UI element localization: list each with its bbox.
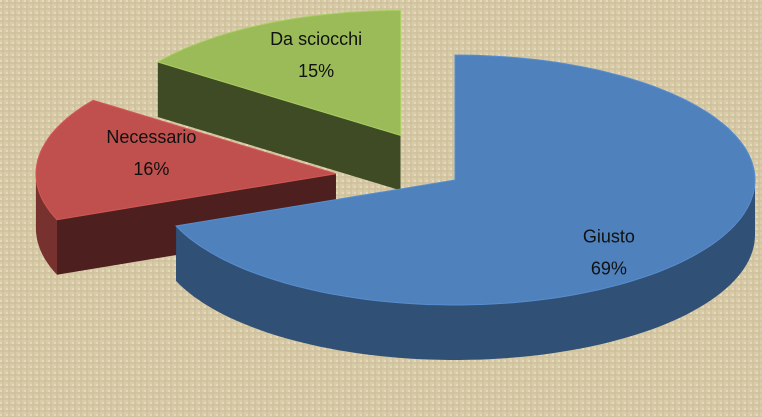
slice-label: Da sciocchi: [270, 29, 362, 49]
slice-side: [176, 180, 756, 360]
slice: [35, 99, 337, 221]
slice-side: [157, 62, 401, 191]
slice: [156, 9, 401, 137]
slice: Da sciocchi 15%: [156, 9, 401, 191]
slice-value-label: 16%: [133, 159, 169, 179]
slice-label: Necessario: [106, 127, 196, 147]
slice: [175, 54, 756, 306]
slice-value-label: 15%: [298, 61, 334, 81]
slice-value-label: 69%: [591, 258, 627, 278]
slice: Giusto 69%: [175, 54, 756, 360]
slice-side: [35, 173, 57, 275]
slice-label: Giusto: [583, 226, 635, 246]
